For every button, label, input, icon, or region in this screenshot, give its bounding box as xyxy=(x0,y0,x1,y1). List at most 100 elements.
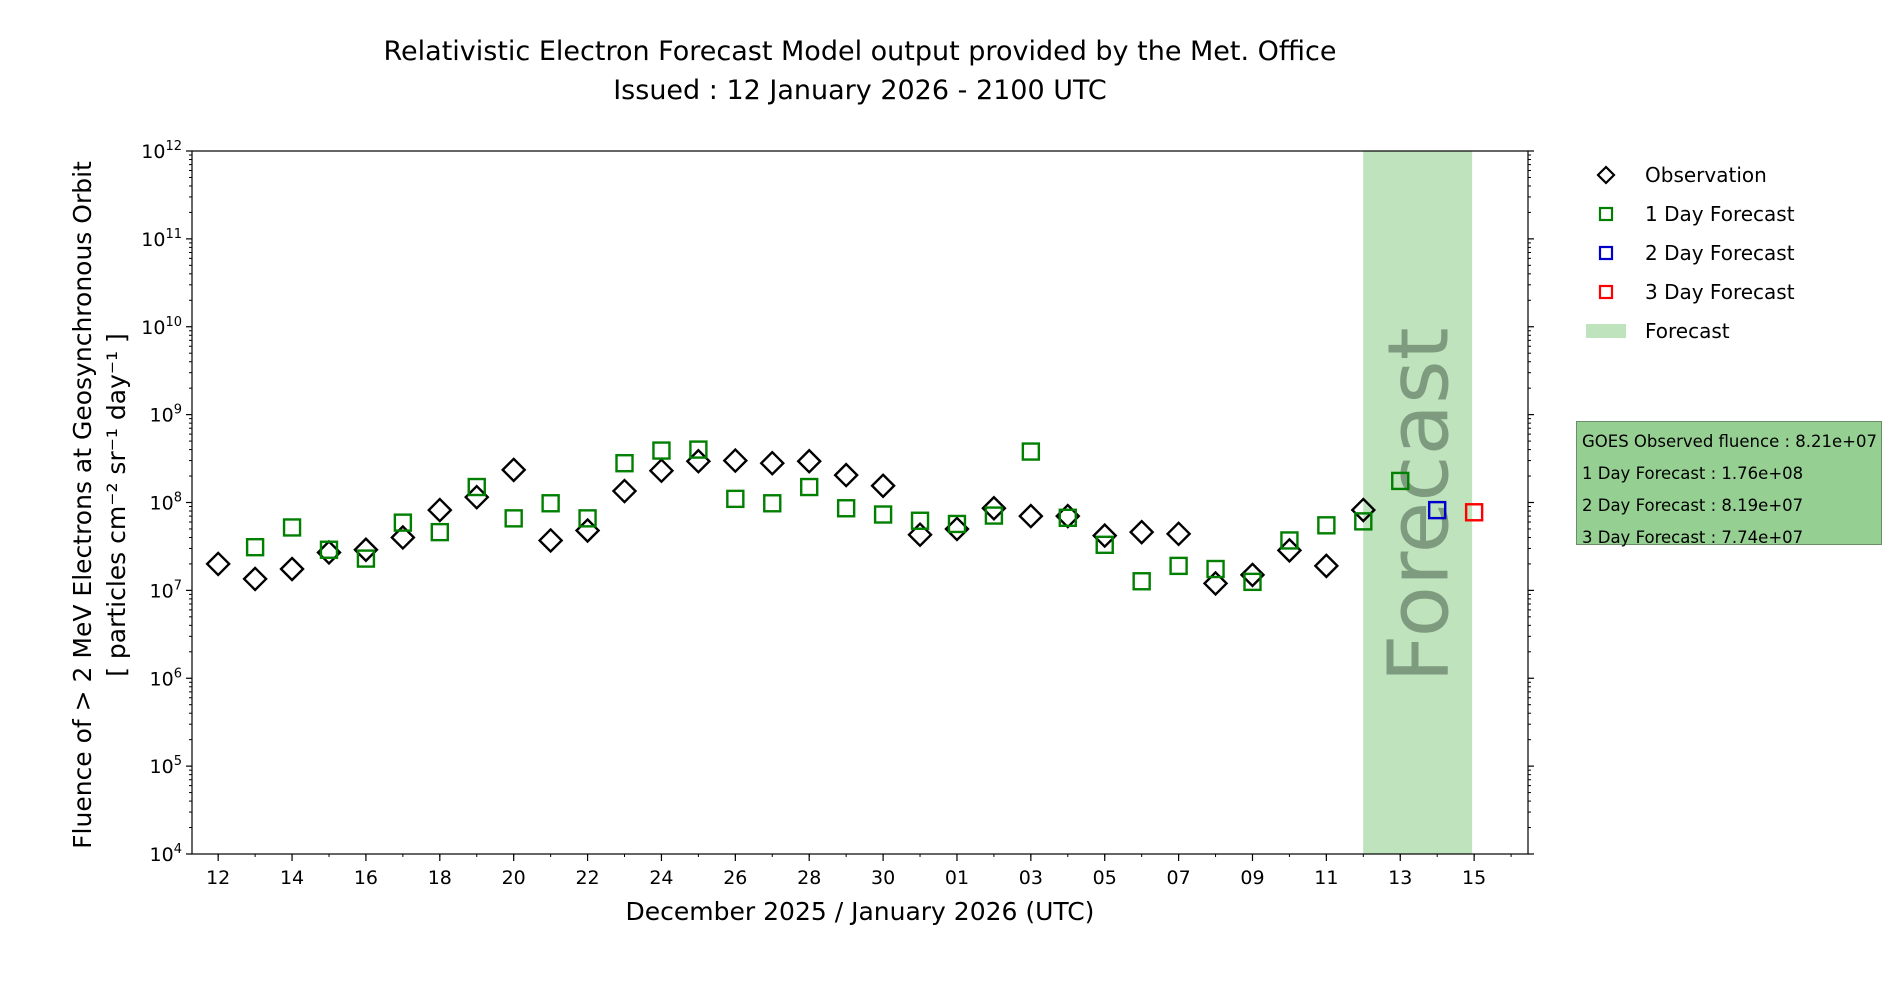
observation-point xyxy=(907,522,933,548)
forecast-region-label: Forecast xyxy=(1370,327,1468,682)
observation-point xyxy=(759,450,785,476)
forecast-point xyxy=(1464,503,1484,522)
forecast-point xyxy=(726,489,745,509)
info-line-observed: GOES Observed fluence : 8.21e+07 xyxy=(1582,432,1877,451)
observation-point xyxy=(1018,503,1044,529)
observation-point xyxy=(611,478,638,504)
legend-label: Forecast xyxy=(1645,319,1730,343)
forecast-point xyxy=(836,499,856,518)
observation-point xyxy=(648,458,675,484)
red-square-icon xyxy=(1598,284,1614,300)
observation-point xyxy=(427,497,453,523)
y-tick-label: 109 xyxy=(150,403,182,427)
x-tick-label: 16 xyxy=(354,867,378,889)
forecast-point xyxy=(430,522,450,542)
x-tick-label: 03 xyxy=(1019,867,1043,889)
legend-item-3-day-forecast: 3 Day Forecast xyxy=(1570,277,1870,307)
legend-item-forecast: Forecast xyxy=(1570,316,1870,346)
observation-point xyxy=(1350,497,1377,523)
y-tick-label: 1010 xyxy=(141,315,182,339)
info-line-2-day: 2 Day Forecast : 8.19e+07 xyxy=(1582,496,1804,515)
x-tick-label: 26 xyxy=(723,867,747,889)
chart-title: Relativistic Electron Forecast Model out… xyxy=(383,36,1337,67)
series-1-day-forecast xyxy=(245,440,1410,592)
series-observation xyxy=(205,447,1377,597)
observation-point xyxy=(353,537,379,563)
x-tick-label: 13 xyxy=(1388,867,1412,889)
observation-point xyxy=(1239,562,1266,588)
forecast-point xyxy=(541,494,560,513)
x-tick-label: 07 xyxy=(1167,867,1191,889)
x-tick-label: 30 xyxy=(871,867,895,889)
forecast-point xyxy=(393,513,413,532)
forecast-point xyxy=(1095,535,1114,555)
y-tick-label: 105 xyxy=(150,754,182,778)
x-tick-label: 01 xyxy=(945,867,969,889)
observation-point xyxy=(1092,522,1118,549)
green-square-icon xyxy=(1598,206,1614,222)
x-tick-label: 12 xyxy=(206,867,230,889)
observation-point xyxy=(390,524,416,551)
forecast-point xyxy=(282,518,302,537)
observation-point xyxy=(205,551,231,577)
observation-point xyxy=(722,447,749,474)
x-tick-label: 28 xyxy=(797,867,821,889)
forecast-point xyxy=(356,549,376,568)
forecast-point xyxy=(1317,516,1336,535)
legend-label: 3 Day Forecast xyxy=(1645,280,1795,304)
observation-point xyxy=(1202,570,1229,597)
y-tick-label: 107 xyxy=(150,578,182,602)
x-tick-label: 05 xyxy=(1093,867,1117,889)
x-tick-label: 20 xyxy=(502,867,526,889)
forecast-point xyxy=(1058,508,1077,527)
forecast-point xyxy=(1206,559,1225,579)
y-tick-label: 108 xyxy=(150,491,182,515)
legend-item-2-day-forecast: 2 Day Forecast xyxy=(1570,238,1870,268)
forecast-point xyxy=(910,511,930,530)
forecast-point xyxy=(763,494,782,513)
legend-item-1-day-forecast: 1 Day Forecast xyxy=(1570,199,1870,229)
plot-frame xyxy=(191,150,1529,855)
observation-point xyxy=(981,495,1007,521)
observation-point xyxy=(279,556,305,582)
forecast-point xyxy=(615,454,634,473)
observation-point xyxy=(1128,519,1155,545)
x-tick-label: 24 xyxy=(649,867,673,889)
x-axis-label: December 2025 / January 2026 (UTC) xyxy=(625,897,1095,926)
y-tick-label: 104 xyxy=(150,842,182,866)
forecast-point xyxy=(689,440,708,459)
forecast-point xyxy=(984,506,1004,525)
series-3-day-forecast xyxy=(1464,503,1484,522)
forecast-point xyxy=(1427,500,1447,520)
blue-square-icon xyxy=(1598,245,1614,261)
forecast-point xyxy=(245,537,265,557)
legend-label: 2 Day Forecast xyxy=(1645,241,1795,265)
legend-item-observation: Observation xyxy=(1570,160,1870,190)
forecast-point xyxy=(800,477,819,497)
forecast-point xyxy=(1021,442,1041,461)
observation-point xyxy=(500,457,527,483)
observation-point xyxy=(537,527,564,554)
chart-subtitle: Issued : 12 January 2026 - 2100 UTC xyxy=(613,75,1107,106)
x-tick-label: 09 xyxy=(1240,867,1264,889)
forecast-point xyxy=(947,514,967,534)
forecast-point xyxy=(319,540,339,559)
forecast-point xyxy=(578,509,597,528)
forecast-patch-icon xyxy=(1586,324,1626,338)
forecast-point xyxy=(1169,556,1188,576)
x-tick-label: 22 xyxy=(575,867,599,889)
forecast-region xyxy=(1363,151,1473,854)
observation-point xyxy=(1165,521,1192,547)
diamond-icon xyxy=(1596,165,1616,185)
legend-label: Observation xyxy=(1645,163,1767,187)
forecast-point xyxy=(1391,471,1410,491)
forecast-point xyxy=(652,441,671,460)
observation-point xyxy=(1313,553,1340,579)
x-tick-label: 18 xyxy=(428,867,452,889)
forecast-point xyxy=(1243,572,1262,592)
legend-label: 1 Day Forecast xyxy=(1645,202,1795,226)
forecast-point xyxy=(504,509,523,528)
info-box: GOES Observed fluence : 8.21e+07 1 Day F… xyxy=(1576,421,1882,547)
forecast-point xyxy=(1132,572,1151,591)
